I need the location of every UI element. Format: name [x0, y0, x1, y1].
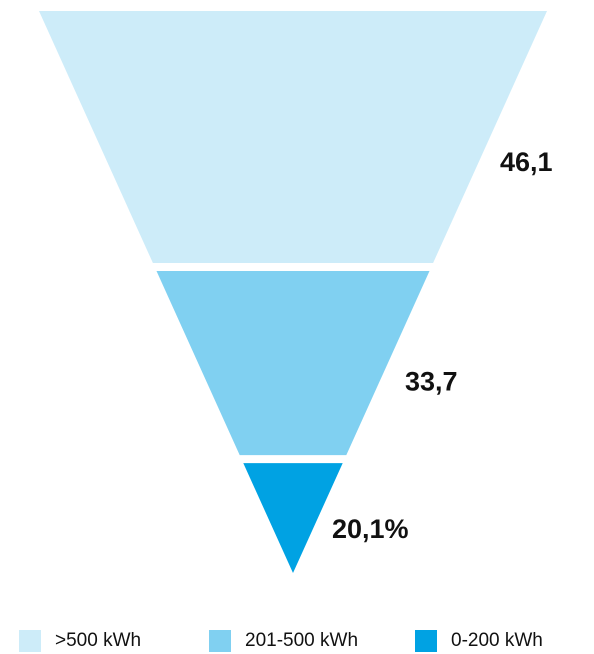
- legend-item-over-500: >500 kWh: [19, 628, 141, 654]
- legend-item-201-500: 201-500 kWh: [209, 628, 358, 654]
- value-label-0-200: 20,1%: [332, 514, 409, 544]
- funnel-chart: 46,1 33,7 20,1%: [39, 11, 553, 573]
- legend-swatch-201-500: [209, 630, 231, 652]
- legend-label-0-200: 0-200 kWh: [451, 630, 543, 651]
- legend-label-201-500: 201-500 kWh: [245, 630, 359, 651]
- value-label-201-500: 33,7: [405, 367, 458, 397]
- value-label-over-500: 46,1: [500, 147, 553, 177]
- funnel-segment-201-500: [156, 271, 430, 456]
- legend-label-over-500: >500 kWh: [55, 630, 142, 651]
- legend-swatch-0-200: [415, 630, 437, 652]
- legend-swatch-over-500: [19, 630, 41, 652]
- funnel-segment-0-200: [243, 463, 343, 573]
- legend: >500 kWh 201-500 kWh 0-200 kWh: [0, 628, 594, 654]
- funnel-segment-over-500: [39, 11, 547, 263]
- legend-item-0-200: 0-200 kWh: [415, 628, 543, 654]
